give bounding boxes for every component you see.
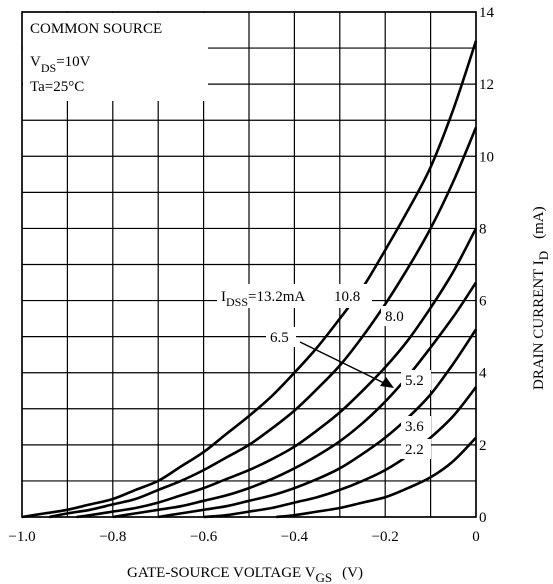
idss-prefix-tail: =13.2mA xyxy=(248,289,305,305)
x-tick-label: −1.0 xyxy=(8,529,35,545)
label-8-0: 8.0 xyxy=(385,309,404,325)
condition-ta: Ta=25°C xyxy=(30,79,84,95)
y-axis-label-unit: (mA) xyxy=(531,206,547,239)
condition-vds-sub: DS xyxy=(41,61,56,75)
x-tick-label: −0.8 xyxy=(99,529,126,545)
y-tick-label: 10 xyxy=(479,149,494,165)
y-tick-label: 12 xyxy=(479,77,494,93)
x-axis-label-main: GATE-SOURCE VOLTAGE V xyxy=(127,565,316,581)
label-6-5: 6.5 xyxy=(270,330,289,346)
x-tick-label: 0 xyxy=(472,529,480,545)
x-tick-label: −0.4 xyxy=(281,529,309,545)
condition-vds-main: V xyxy=(30,54,41,70)
label-5-2-bg xyxy=(401,370,431,390)
x-axis-label-sub: GS xyxy=(316,570,333,584)
label-10-8: 10.8 xyxy=(334,289,360,305)
y-tick-label: 4 xyxy=(479,366,487,382)
label-6-5-bg xyxy=(266,327,296,347)
condition-vds-tail: =10V xyxy=(56,54,90,70)
tick-labels: −1.0 −0.8 −0.6 −0.4 −0.2 0 0 2 4 6 8 10 12 14 xyxy=(8,5,494,545)
label-2-2: 2.2 xyxy=(405,442,424,458)
series-curve xyxy=(21,40,478,519)
series-curve xyxy=(112,281,478,519)
label-3-6: 3.6 xyxy=(405,419,424,435)
curves xyxy=(21,40,478,519)
y-tick-label: 14 xyxy=(479,5,495,21)
series-curve xyxy=(276,436,477,519)
series-curve xyxy=(48,126,478,519)
series-curve xyxy=(76,227,478,519)
x-axis-label: GATE-SOURCE VOLTAGE VGS (V) xyxy=(127,565,363,584)
pointer-arrow-line xyxy=(299,341,389,386)
x-tick-label: −0.2 xyxy=(372,529,399,545)
y-axis-label-main: DRAIN CURRENT I xyxy=(531,260,547,390)
y-tick-label: 2 xyxy=(479,438,487,454)
idss-prefix-sub: DSS xyxy=(226,295,248,309)
x-axis-label-unit: (V) xyxy=(342,565,363,581)
pointer-arrow-head xyxy=(380,377,394,388)
label-8-0-bg xyxy=(381,306,411,326)
condition-common-source: COMMON SOURCE xyxy=(30,21,162,37)
idss-prefix-main: I xyxy=(221,289,226,305)
condition-vds: VDS=10V xyxy=(30,54,91,75)
y-tick-label: 6 xyxy=(479,294,487,310)
y-axis-label-sub: D xyxy=(536,251,551,260)
conditions-box xyxy=(23,13,208,101)
plot-frame xyxy=(21,11,477,518)
label-2-2-bg xyxy=(401,439,431,459)
label-3-6-bg xyxy=(401,416,431,436)
idss-label-bg xyxy=(217,284,372,308)
y-axis-label: DRAIN CURRENT ID (mA) xyxy=(531,206,551,390)
y-tick-label: 0 xyxy=(479,510,487,526)
label-5-2: 5.2 xyxy=(405,373,424,389)
x-tick-label: −0.6 xyxy=(190,529,218,545)
y-tick-label: 8 xyxy=(479,221,487,237)
idss-prefix-label: IDSS=13.2mA xyxy=(221,289,305,309)
series-curve xyxy=(157,328,478,519)
series-curve xyxy=(203,386,478,519)
